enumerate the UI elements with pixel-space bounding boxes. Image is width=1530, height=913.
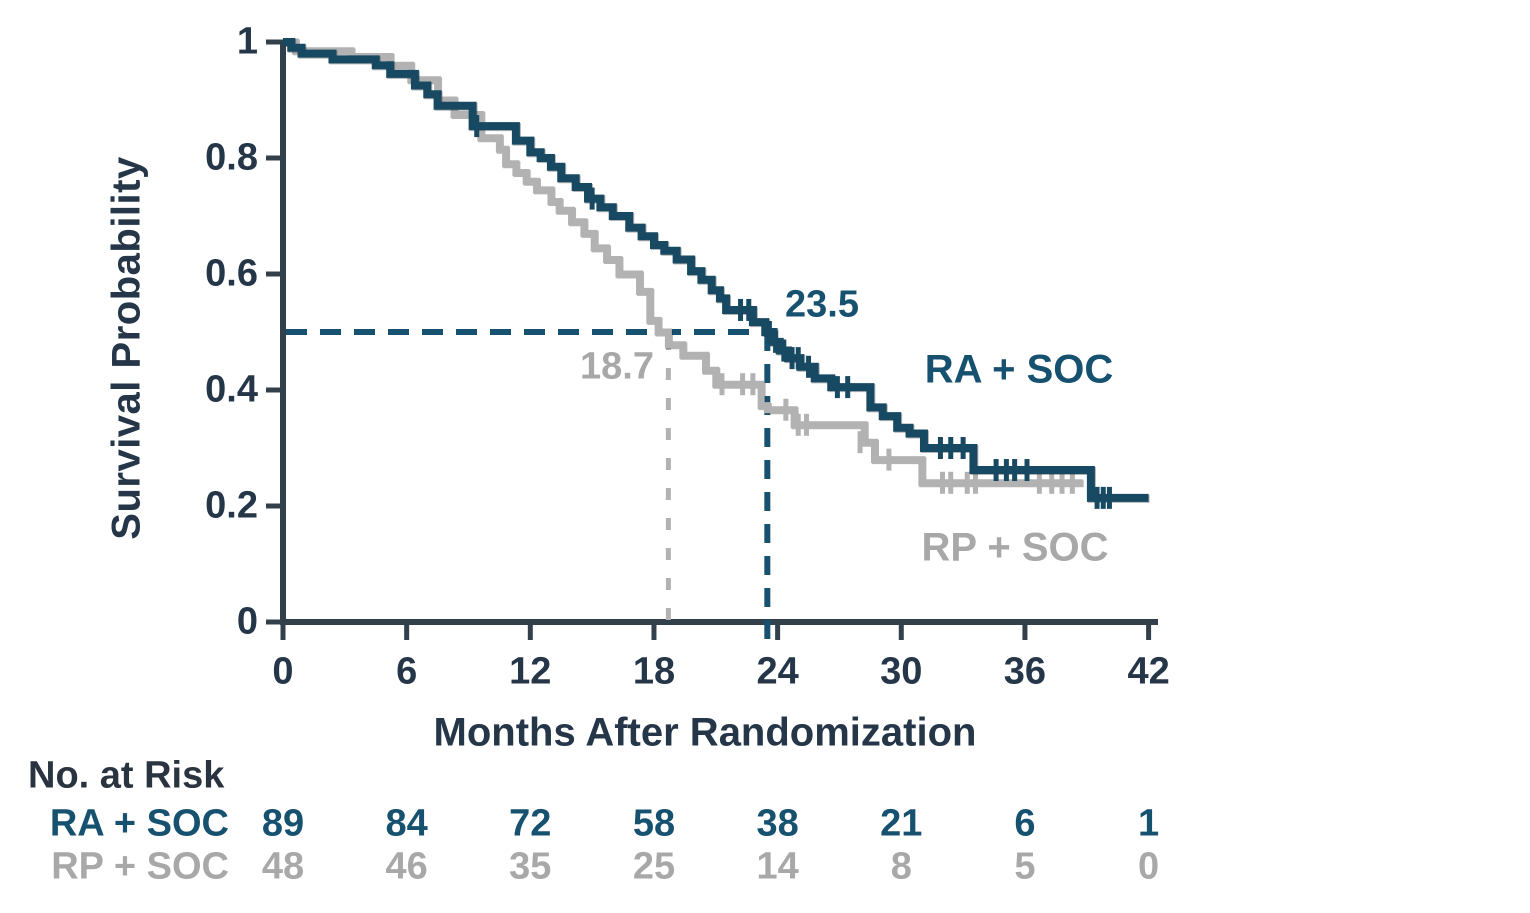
risk-count-rp-soc: 5 bbox=[1014, 845, 1036, 888]
risk-count-rp-soc: 14 bbox=[756, 845, 799, 888]
y-tick-label: 0.6 bbox=[205, 252, 258, 295]
x-tick-label: 42 bbox=[1127, 650, 1170, 693]
y-tick-label: 0.8 bbox=[205, 136, 258, 179]
y-tick-label: 1 bbox=[236, 20, 258, 63]
risk-count-ra-soc: 84 bbox=[385, 802, 428, 845]
y-tick-label: 0.2 bbox=[205, 484, 258, 527]
risk-count-rp-soc: 48 bbox=[261, 845, 305, 888]
risk-count-rp-soc: 0 bbox=[1138, 845, 1160, 888]
risk-count-ra-soc: 89 bbox=[261, 802, 305, 845]
risk-count-rp-soc: 8 bbox=[890, 845, 912, 888]
risk-count-ra-soc: 58 bbox=[632, 802, 676, 845]
risk-count-ra-soc: 72 bbox=[509, 802, 552, 845]
x-tick-label: 0 bbox=[272, 650, 294, 693]
risk-count-rp-soc: 25 bbox=[632, 845, 676, 888]
x-tick-label: 18 bbox=[632, 650, 676, 693]
x-tick-label: 12 bbox=[509, 650, 552, 693]
x-tick-label: 24 bbox=[756, 650, 799, 693]
risk-count-ra-soc: 21 bbox=[880, 802, 923, 845]
series-label-ra-soc: RA + SOC bbox=[924, 347, 1114, 392]
x-tick-label: 30 bbox=[880, 650, 923, 693]
risk-count-ra-soc: 1 bbox=[1138, 802, 1160, 845]
ra-soc-curve bbox=[283, 38, 1149, 502]
risk-count-ra-soc: 38 bbox=[756, 802, 799, 845]
risk-count-rp-soc: 35 bbox=[509, 845, 552, 888]
risk-row-label-ra-soc: RA + SOC bbox=[49, 802, 229, 845]
y-axis-title: Survival Probability bbox=[104, 156, 149, 540]
risk-count-rp-soc: 46 bbox=[385, 845, 428, 888]
risk-count-ra-soc: 6 bbox=[1014, 802, 1036, 845]
series-label-rp-soc: RP + SOC bbox=[921, 525, 1109, 570]
x-tick-label: 36 bbox=[1003, 650, 1047, 693]
median-annotation-ra-soc: 23.5 bbox=[785, 283, 859, 326]
x-tick-label: 6 bbox=[396, 650, 418, 693]
median-annotation-rp-soc: 18.7 bbox=[580, 345, 654, 388]
y-tick-label: 0.4 bbox=[205, 368, 258, 411]
risk-table-title: No. at Risk bbox=[28, 754, 225, 797]
rp-soc-curve bbox=[283, 38, 1083, 487]
y-tick-label: 0 bbox=[236, 600, 258, 643]
x-axis-title: Months After Randomization bbox=[433, 710, 977, 755]
risk-row-label-rp-soc: RP + SOC bbox=[51, 845, 229, 888]
